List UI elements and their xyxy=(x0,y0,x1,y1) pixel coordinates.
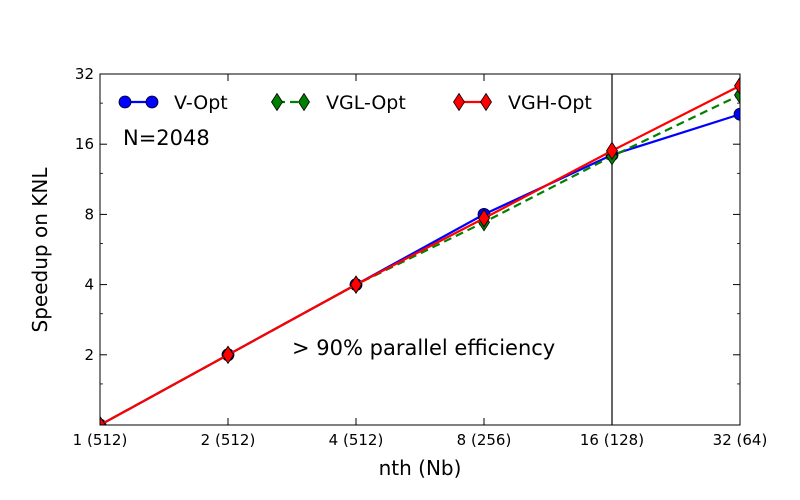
legend-marker xyxy=(145,95,159,109)
y-tick-label: 8 xyxy=(84,205,94,223)
series-line-vgh-opt xyxy=(100,84,740,425)
plot-frame xyxy=(99,73,741,426)
legend-label: VGL-Opt xyxy=(326,92,406,114)
data-point xyxy=(222,345,234,365)
annotation-efficiency: > 90% parallel efficiency xyxy=(292,336,555,360)
legend-marker xyxy=(118,95,132,109)
legend-item-vgl-opt: VGL-Opt xyxy=(271,92,406,114)
x-tick-label: 8 (256) xyxy=(457,431,512,449)
x-tick-label: 2 (512) xyxy=(201,431,256,449)
legend-item-vgh-opt: VGH-Opt xyxy=(453,92,592,114)
data-point xyxy=(733,107,740,121)
x-axis-label: nth (Nb) xyxy=(379,456,462,480)
x-tick-label: 32 (64) xyxy=(713,431,768,449)
series-vgh-opt xyxy=(100,76,740,425)
series-v-opt xyxy=(100,107,740,425)
tick-layer: 1 (512) 2 (512) 4 (512) 8 (256) 16 (128) 32 (… xyxy=(73,65,768,449)
legend-label: VGH-Opt xyxy=(508,92,592,114)
legend-marker xyxy=(453,92,465,112)
plot-layer xyxy=(100,74,740,425)
series-line-v-opt xyxy=(100,113,740,425)
y-tick-label: 32 xyxy=(75,65,94,83)
x-tick-label: 1 (512) xyxy=(73,431,128,449)
y-tick-label: 16 xyxy=(75,135,94,153)
data-point xyxy=(606,141,618,160)
data-point xyxy=(478,209,490,228)
legend-marker xyxy=(480,92,492,112)
legend: V-Opt VGL-Opt VGH-Opt xyxy=(118,92,592,114)
y-tick-label: 4 xyxy=(84,276,94,294)
x-tick-label: 4 (512) xyxy=(329,431,384,449)
legend-item-v-opt: V-Opt xyxy=(118,92,228,114)
x-tick-label: 16 (128) xyxy=(580,431,644,449)
annotation-n-value: N=2048 xyxy=(123,126,210,150)
data-point xyxy=(100,415,106,425)
y-axis-label: Speedup on KNL xyxy=(28,167,52,333)
legend-marker xyxy=(271,92,283,112)
y-tick-label: 2 xyxy=(84,346,94,364)
data-point xyxy=(734,76,740,95)
data-point xyxy=(350,275,362,294)
legend-marker xyxy=(298,92,310,112)
legend-label: V-Opt xyxy=(174,92,228,114)
